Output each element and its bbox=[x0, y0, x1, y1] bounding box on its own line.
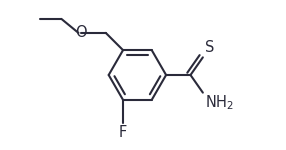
Text: F: F bbox=[119, 125, 127, 140]
Text: S: S bbox=[205, 40, 214, 55]
Text: NH$_2$: NH$_2$ bbox=[205, 94, 234, 112]
Text: O: O bbox=[76, 25, 87, 40]
